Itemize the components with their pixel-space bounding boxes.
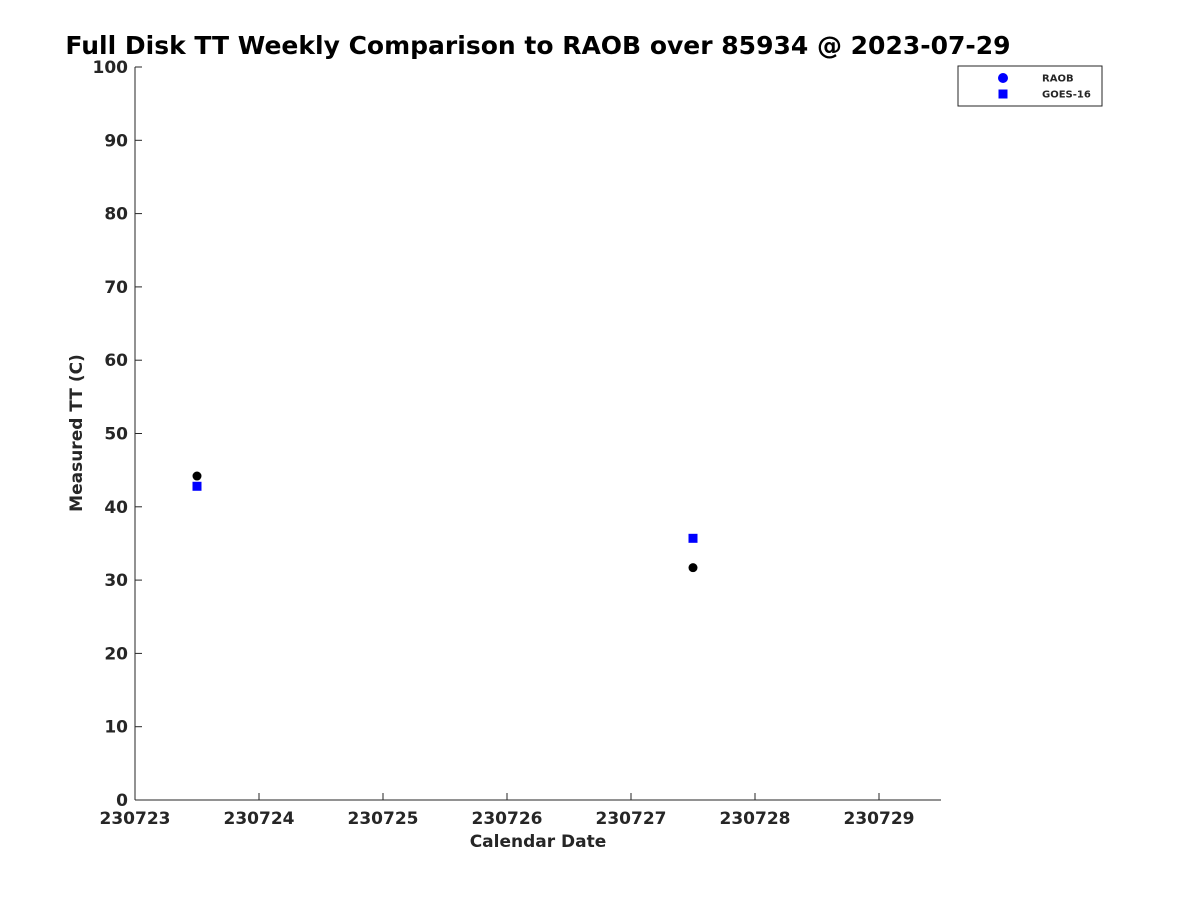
legend-box: [957, 65, 1103, 107]
x-tick-label: 230724: [224, 809, 295, 829]
legend-label-raob: RAOB: [1042, 74, 1074, 85]
x-tick-label: 230723: [100, 809, 171, 829]
point-raob: [688, 563, 698, 573]
y-ticks: 0 10 20 30 40 50 60 70 80 90 100: [93, 58, 142, 811]
y-tick-label: 60: [104, 351, 128, 371]
x-tick-label: 230728: [720, 809, 791, 829]
point-raob: [192, 471, 202, 481]
point-goes-16: [192, 481, 202, 491]
y-tick-label: 40: [104, 498, 128, 518]
point-goes-16: [688, 533, 698, 543]
y-tick-label: 70: [104, 278, 128, 298]
data-points: [192, 471, 698, 573]
legend: RAOB GOES-16: [957, 65, 1103, 107]
legend-marker-goes-16: [998, 89, 1008, 99]
y-tick-label: 80: [104, 205, 128, 225]
y-tick-label: 0: [116, 791, 128, 811]
y-tick-label: 90: [104, 131, 128, 151]
x-tick-label: 230725: [348, 809, 419, 829]
x-ticks: 230723 230724 230725 230726 230727 230728 2307…: [100, 793, 915, 829]
x-axis-label: Calendar Date: [470, 832, 607, 852]
legend-label-goes-16: GOES-16: [1042, 90, 1091, 101]
x-tick-label: 230727: [596, 809, 667, 829]
y-tick-label: 100: [93, 58, 129, 78]
x-tick-label: 230729: [844, 809, 915, 829]
y-axis-label: Measured TT (C): [67, 354, 87, 512]
axes: [134, 67, 941, 801]
y-tick-label: 30: [104, 571, 128, 591]
legend-marker-raob: [998, 73, 1008, 83]
x-tick-label: 230726: [472, 809, 543, 829]
chart-title: Full Disk TT Weekly Comparison to RAOB o…: [65, 31, 1010, 60]
y-tick-label: 50: [104, 425, 128, 445]
y-tick-label: 10: [104, 718, 128, 738]
y-tick-label: 20: [104, 644, 128, 664]
